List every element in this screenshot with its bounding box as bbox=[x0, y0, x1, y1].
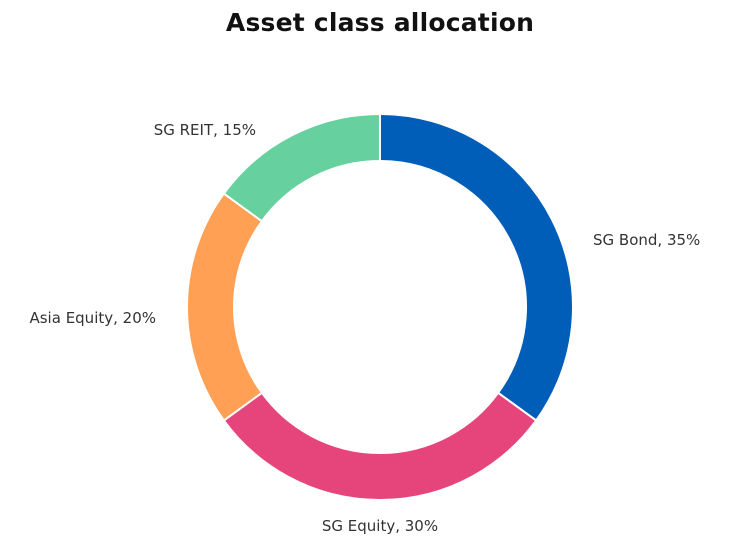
slice-sg-bond bbox=[379, 112, 574, 422]
labels-group: SG Bond, 35% SG Equity, 30% Asia Equity,… bbox=[29, 121, 700, 535]
slice-sg-reit bbox=[222, 112, 381, 223]
slice-label-sg-bond: SG Bond, 35% bbox=[593, 231, 700, 249]
slice-label-asia-equity: Asia Equity, 20% bbox=[29, 309, 156, 327]
slice-label-sg-reit: SG REIT, 15% bbox=[154, 121, 256, 139]
slices-group bbox=[186, 112, 574, 501]
chart-title: Asset class allocation bbox=[225, 8, 535, 37]
slice-asia-equity bbox=[186, 192, 264, 422]
slice-label-sg-equity: SG Equity, 30% bbox=[322, 517, 438, 535]
slice-sg-equity bbox=[222, 391, 538, 501]
